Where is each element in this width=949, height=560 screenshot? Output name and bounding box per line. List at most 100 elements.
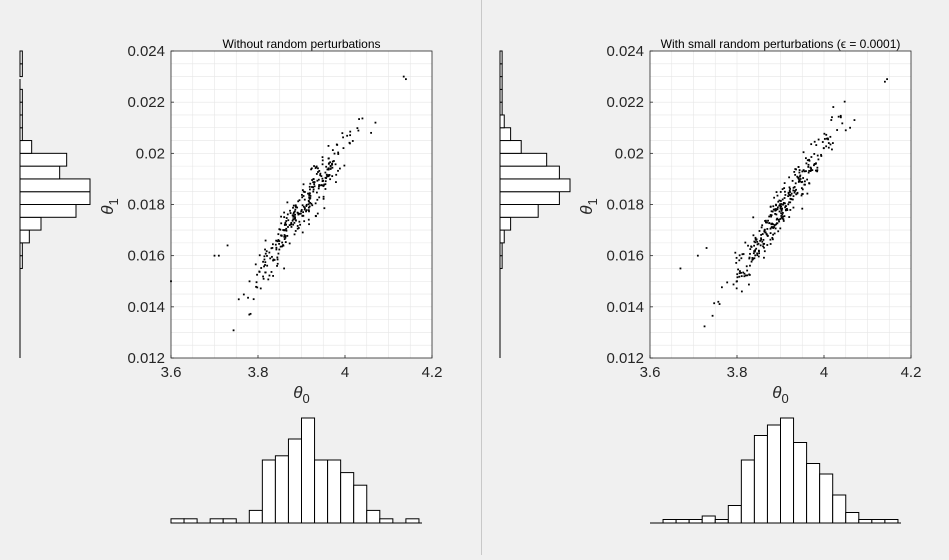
scatter-point <box>762 238 765 241</box>
scatter-point <box>711 314 714 317</box>
y-hist-bar <box>19 101 23 116</box>
scatter-point <box>283 216 286 219</box>
scatter-point <box>740 275 743 278</box>
scatter-point <box>754 238 757 240</box>
scatter-point <box>787 191 790 194</box>
scatter-point <box>337 169 339 172</box>
y-hist-bar <box>19 255 23 269</box>
scatter-point <box>815 144 818 146</box>
scatter-point <box>736 276 739 279</box>
y-hist-bar <box>19 178 91 193</box>
x-tick-label: 3.6 <box>640 364 661 381</box>
scatter-point <box>293 210 296 213</box>
scatter-point <box>331 175 334 178</box>
scatter-point <box>766 244 769 246</box>
scatter-point <box>783 197 786 199</box>
scatter-point <box>299 212 302 215</box>
scatter-point <box>284 236 287 239</box>
scatter-point <box>752 257 755 260</box>
scatter-point <box>277 233 280 236</box>
scatter-point <box>791 179 794 182</box>
x-tick-label: 4 <box>820 364 828 381</box>
scatter-point <box>780 209 783 212</box>
scatter-point <box>781 207 784 210</box>
scatter-point <box>774 208 777 211</box>
scatter-point <box>312 186 315 189</box>
scatter-point <box>308 210 310 213</box>
x-hist-bar <box>405 518 420 524</box>
scatter-point <box>785 205 787 208</box>
scatter-point <box>769 227 772 230</box>
scatter-point <box>313 165 315 167</box>
scatter-point <box>820 155 823 157</box>
scatter-point <box>765 221 767 224</box>
x-hist-bar <box>353 484 368 524</box>
scatter-point <box>721 286 723 289</box>
scatter-point <box>781 188 784 191</box>
scatter-point <box>781 212 784 214</box>
scatter-point <box>292 212 295 215</box>
scatter-point <box>776 218 779 220</box>
scatter-point <box>796 175 799 178</box>
scatter-point <box>769 214 772 216</box>
x-hist-bar <box>287 438 303 524</box>
scatter-point <box>743 275 746 278</box>
scatter-point <box>248 280 251 283</box>
scatter-point <box>756 252 759 255</box>
scatter-point <box>808 158 810 161</box>
y-hist-bar <box>499 114 505 129</box>
scatter-point <box>886 78 888 81</box>
scatter-point <box>798 169 801 172</box>
scatter-point <box>343 164 346 167</box>
scatter-point <box>276 240 279 243</box>
scatter-point <box>756 254 759 257</box>
scatter-point <box>795 188 797 191</box>
y-tick-label: 0.022 <box>606 94 644 111</box>
y-hist-bar <box>19 191 91 205</box>
y-hist-bar <box>19 242 23 257</box>
y-hist-bar <box>499 178 571 193</box>
scatter-point <box>788 194 791 196</box>
x-hist-bar <box>222 518 237 524</box>
scatter-point <box>315 173 318 175</box>
scatter-point <box>283 238 286 240</box>
scatter-point <box>808 182 811 185</box>
y-axis-label: θ1 <box>98 198 121 214</box>
scatter-point <box>341 132 344 135</box>
scatter-point <box>717 300 720 303</box>
scatter-point <box>781 217 784 220</box>
scatter-point <box>264 248 266 251</box>
scatter-point <box>288 224 291 226</box>
y-hist-bar <box>19 204 77 218</box>
scatter-point <box>761 233 764 235</box>
scatter-point <box>753 244 755 247</box>
x-tick-label: 3.8 <box>248 364 269 381</box>
scatter-point <box>755 247 758 250</box>
scatter-point <box>763 256 765 259</box>
scatter-point <box>334 163 337 166</box>
scatter-point <box>794 173 797 176</box>
scatter-point <box>259 287 262 290</box>
scatter-point <box>770 214 773 217</box>
y-hist-bar <box>499 88 503 103</box>
scatter-point <box>346 134 349 137</box>
scatter-point <box>827 146 830 149</box>
scatter-point <box>322 185 325 187</box>
scatter-point <box>760 238 763 241</box>
scatter-point <box>810 169 812 172</box>
scatter-point <box>309 201 311 204</box>
scatter-point <box>316 179 319 182</box>
scatter-point <box>281 245 283 248</box>
scatter-point <box>262 260 264 263</box>
scatter-point <box>787 203 790 206</box>
scatter-point <box>298 212 301 215</box>
scatter-point <box>696 254 699 257</box>
y-tick-label: 0.02 <box>136 145 165 162</box>
x-hist-bar <box>819 473 834 524</box>
scatter-point <box>748 256 751 259</box>
scatter-point <box>273 259 276 261</box>
y-hist-bar <box>19 114 23 129</box>
scatter-point <box>759 239 762 242</box>
scatter-point <box>749 252 751 255</box>
scatter-point <box>799 174 802 177</box>
